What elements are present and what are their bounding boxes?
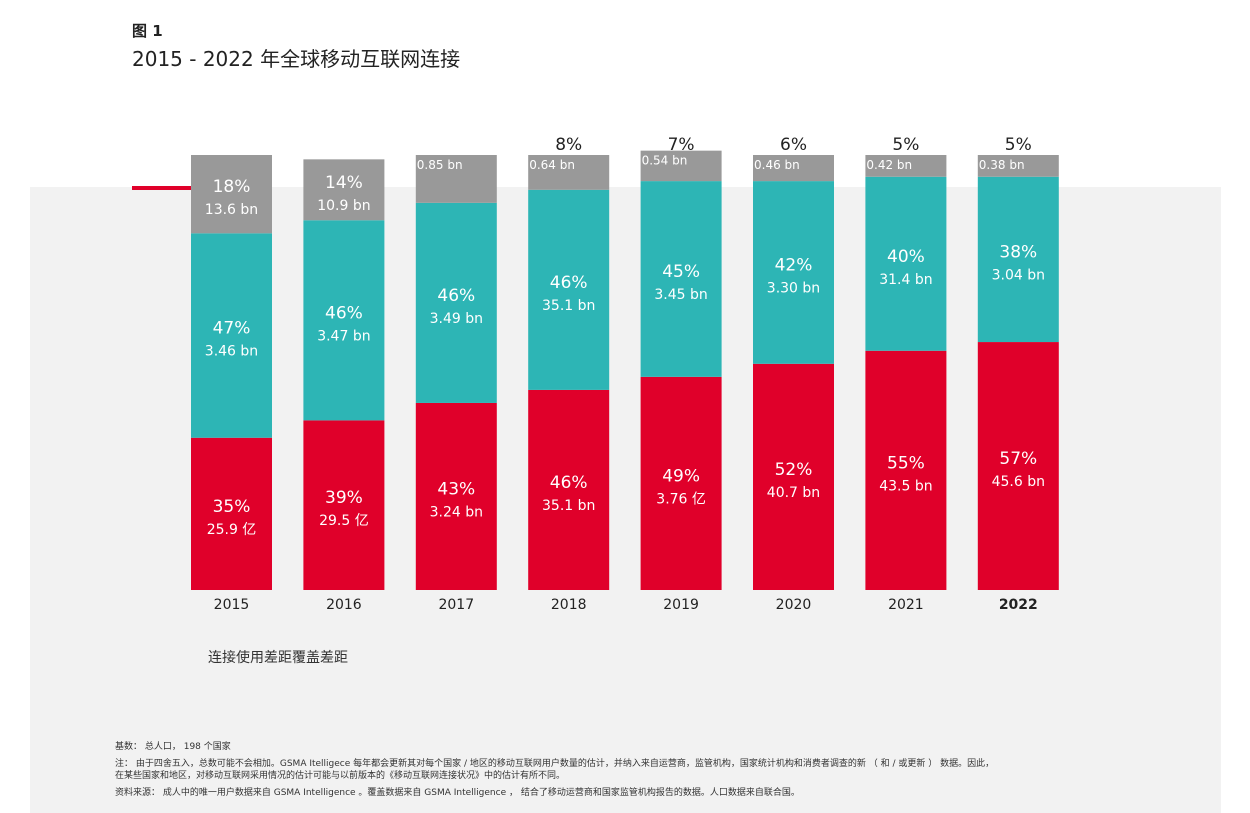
x-tick-label-2021: 2021: [888, 597, 924, 613]
bar-segment-coverage-gap-2015: [191, 155, 272, 234]
bar-segment-usage-gap-2018: [528, 189, 610, 390]
x-tick-label-2015: 2015: [214, 597, 250, 613]
bar-segment-usage-gap-2019: [640, 181, 722, 377]
bar-segment-connected-2018: [528, 389, 610, 590]
bar-segment-usage-gap-2017: [415, 202, 497, 403]
pct-label-connected-2019: 49%: [662, 466, 700, 486]
value-label-usage-gap-2021: 31.4 bn: [879, 272, 932, 288]
value-label-usage-gap-2018: 35.1 bn: [542, 298, 595, 314]
note-source: 资料来源： 成人中的唯一用户数据来自 GSMA Intelligence 。覆盖…: [115, 788, 800, 798]
value-label-usage-gap-2022: 3.04 bn: [992, 267, 1045, 283]
pct-label-coverage-gap-2015: 18%: [213, 177, 251, 197]
value-label-usage-gap-2020: 3.30 bn: [767, 280, 820, 296]
value-label-coverage-gap-2021: 0.42 bn: [866, 158, 912, 172]
x-tick-label-2022: 2022: [999, 597, 1038, 613]
x-tick-label-2016: 2016: [326, 597, 362, 613]
pct-label-coverage-gap-2020: 6%: [780, 135, 807, 155]
x-tick-label-2020: 2020: [776, 597, 812, 613]
pct-label-connected-2017: 43%: [437, 479, 475, 499]
value-label-connected-2020: 40.7 bn: [767, 485, 820, 501]
pct-label-connected-2021: 55%: [887, 453, 925, 473]
pct-label-connected-2016: 39%: [325, 488, 363, 508]
bar-segment-coverage-gap-2019: [640, 150, 722, 182]
value-label-connected-2021: 43.5 bn: [879, 478, 932, 494]
value-label-connected-2015: 25.9 亿: [207, 522, 257, 538]
pct-label-coverage-gap-2022: 5%: [1005, 135, 1032, 155]
bar-segment-usage-gap-2022: [977, 176, 1059, 343]
pct-label-connected-2015: 35%: [213, 497, 251, 517]
pct-label-connected-2018: 46%: [550, 473, 588, 493]
value-label-connected-2022: 45.6 bn: [992, 474, 1045, 490]
value-label-usage-gap-2015: 3.46 bn: [205, 344, 258, 360]
value-label-usage-gap-2016: 3.47 bn: [317, 328, 370, 344]
value-label-connected-2019: 3.76 亿: [656, 491, 706, 507]
bar-segment-coverage-gap-2021: [865, 155, 947, 177]
bar-segment-coverage-gap-2016: [303, 159, 385, 221]
pct-label-usage-gap-2017: 46%: [437, 286, 475, 306]
value-label-usage-gap-2019: 3.45 bn: [654, 287, 707, 303]
value-label-coverage-gap-2015: 13.6 bn: [205, 202, 258, 218]
bar-segment-connected-2021: [865, 350, 947, 590]
pct-label-coverage-gap-2018: 8%: [555, 135, 582, 155]
value-label-coverage-gap-2016: 10.9 bn: [317, 198, 370, 214]
pct-label-connected-2022: 57%: [999, 449, 1037, 469]
note-line-2: 在某些国家和地区，对移动互联网采用情况的估计可能与以前版本的《移动互联网连接状况…: [115, 771, 566, 781]
stacked-bar-chart: 35% 25.9 亿 47% 3.46 bn 18% 13.6 bn 2015 39% 29.5…: [191, 135, 1059, 613]
pct-label-connected-2020: 52%: [775, 460, 813, 480]
bar-segment-usage-gap-2015: [191, 233, 272, 438]
value-label-coverage-gap-2018: 0.64 bn: [529, 158, 575, 172]
pct-label-usage-gap-2018: 46%: [550, 273, 588, 293]
value-label-connected-2017: 3.24 bn: [430, 504, 483, 520]
value-label-coverage-gap-2020: 0.46 bn: [754, 158, 800, 172]
x-tick-label-2019: 2019: [663, 597, 699, 613]
figure-label: 图 1: [132, 22, 163, 40]
bar-segment-connected-2019: [640, 376, 722, 590]
pct-label-usage-gap-2022: 38%: [999, 242, 1037, 262]
pct-label-usage-gap-2019: 45%: [662, 262, 700, 282]
pct-label-coverage-gap-2021: 5%: [892, 135, 919, 155]
bar-segment-coverage-gap-2017: [415, 155, 497, 203]
pct-label-usage-gap-2021: 40%: [887, 247, 925, 267]
pct-label-coverage-gap-2019: 7%: [668, 135, 695, 155]
bar-segment-coverage-gap-2018: [528, 155, 610, 190]
bar-segment-connected-2015: [191, 437, 272, 590]
bar-segment-connected-2016: [303, 420, 385, 590]
pct-label-usage-gap-2020: 42%: [775, 255, 813, 275]
bar-segment-usage-gap-2021: [865, 176, 947, 351]
pct-label-usage-gap-2016: 46%: [325, 303, 363, 323]
pct-label-usage-gap-2015: 47%: [213, 319, 251, 339]
note-line-1: 注： 由于四舍五入，总数可能不会相加。GSMA Itelligece 每年都会更…: [115, 759, 995, 769]
bar-segment-coverage-gap-2022: [977, 155, 1059, 177]
value-label-usage-gap-2017: 3.49 bn: [430, 311, 483, 327]
value-label-coverage-gap-2022: 0.38 bn: [979, 158, 1025, 172]
value-label-coverage-gap-2019: 0.54 bn: [642, 154, 688, 168]
page-title: 2015 - 2022 年全球移动互联网连接: [132, 47, 461, 71]
x-tick-label-2017: 2017: [438, 597, 474, 613]
note-base: 基数： 总人口， 198 个国家: [115, 742, 231, 752]
value-label-coverage-gap-2017: 0.85 bn: [417, 158, 463, 172]
bar-segment-usage-gap-2020: [753, 181, 834, 364]
value-label-connected-2016: 29.5 亿: [319, 513, 369, 529]
x-tick-label-2018: 2018: [551, 597, 587, 613]
bar-segment-connected-2022: [977, 342, 1059, 590]
pct-label-coverage-gap-2016: 14%: [325, 173, 363, 193]
bar-segment-connected-2020: [753, 363, 834, 590]
bar-segment-coverage-gap-2020: [753, 155, 834, 182]
accent-rule: [132, 186, 191, 190]
bar-segment-connected-2017: [415, 402, 497, 590]
bar-segment-usage-gap-2016: [303, 220, 385, 421]
legend-text: 连接使用差距覆盖差距: [208, 650, 348, 666]
value-label-connected-2018: 35.1 bn: [542, 498, 595, 514]
